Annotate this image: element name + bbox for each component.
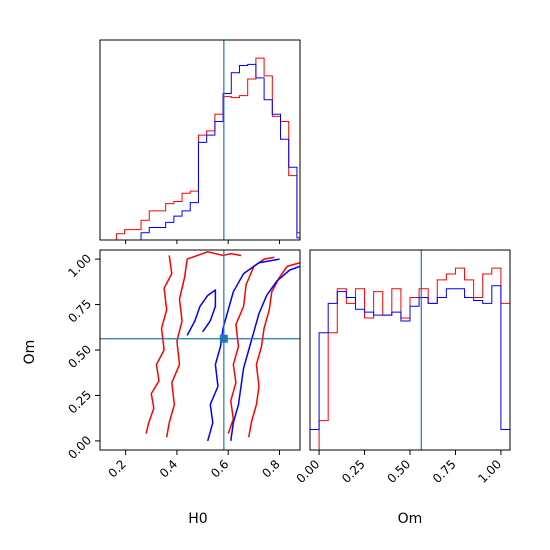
joint-contour-blue <box>186 289 217 336</box>
om-marginal-panel: 0.00 0.25 0.50 0.75 1.00 Om <box>294 249 511 527</box>
om-xtick-label: 0.50 <box>385 457 414 486</box>
h0-blue-step-line <box>100 63 300 240</box>
joint-contour-red <box>227 256 275 434</box>
om-xtick-label: 0.75 <box>430 457 459 486</box>
joint-contour-red <box>165 251 242 438</box>
h0-xtick-label: 0.4 <box>157 457 180 480</box>
om-ytick-label: 0.00 <box>65 433 94 462</box>
om-histogram-series <box>310 267 510 450</box>
om-red-step-line <box>310 267 510 450</box>
x-axis-label-om: Om <box>398 511 423 527</box>
joint-contour-blue <box>230 265 300 442</box>
h0-histogram-series <box>100 57 300 240</box>
joint-contours <box>145 251 300 442</box>
joint-panel: 0.2 0.4 0.6 0.8 0.00 0.25 0.50 0.75 1.00 H0 Om <box>22 249 301 527</box>
om-ytick-label: 0.75 <box>65 297 94 326</box>
h0-xtick-label: 0.8 <box>259 457 282 480</box>
joint-contour-blue <box>206 258 280 442</box>
om-xtick-label: 0.00 <box>294 457 323 486</box>
om-ytick-label: 0.50 <box>65 342 94 371</box>
h0-marginal-frame <box>99 39 301 241</box>
h0-xtick-label: 0.6 <box>208 457 231 480</box>
joint-contour-red <box>247 262 300 438</box>
om-marginal-ticks: 0.00 0.25 0.50 0.75 1.00 <box>294 450 504 486</box>
h0-marginal-ticks <box>125 240 280 244</box>
om-ytick-label: 0.25 <box>65 388 94 417</box>
h0-red-step-line <box>100 57 300 240</box>
y-axis-label-om: Om <box>22 340 38 365</box>
joint-contour-red <box>145 255 173 434</box>
x-axis-label-h0: H0 <box>188 511 207 527</box>
om-blue-step-line <box>310 285 510 450</box>
om-ytick-label: 1.00 <box>65 251 94 280</box>
joint-truth-marker <box>219 334 228 343</box>
joint-frame <box>99 249 301 451</box>
om-marginal-frame <box>309 249 511 451</box>
om-xtick-label: 1.00 <box>475 457 504 486</box>
joint-ticks: 0.2 0.4 0.6 0.8 0.00 0.25 0.50 0.75 1.00 <box>65 251 282 480</box>
h0-xtick-label: 0.2 <box>106 457 129 480</box>
h0-marginal-panel <box>99 39 301 244</box>
om-xtick-label: 0.25 <box>339 457 368 486</box>
